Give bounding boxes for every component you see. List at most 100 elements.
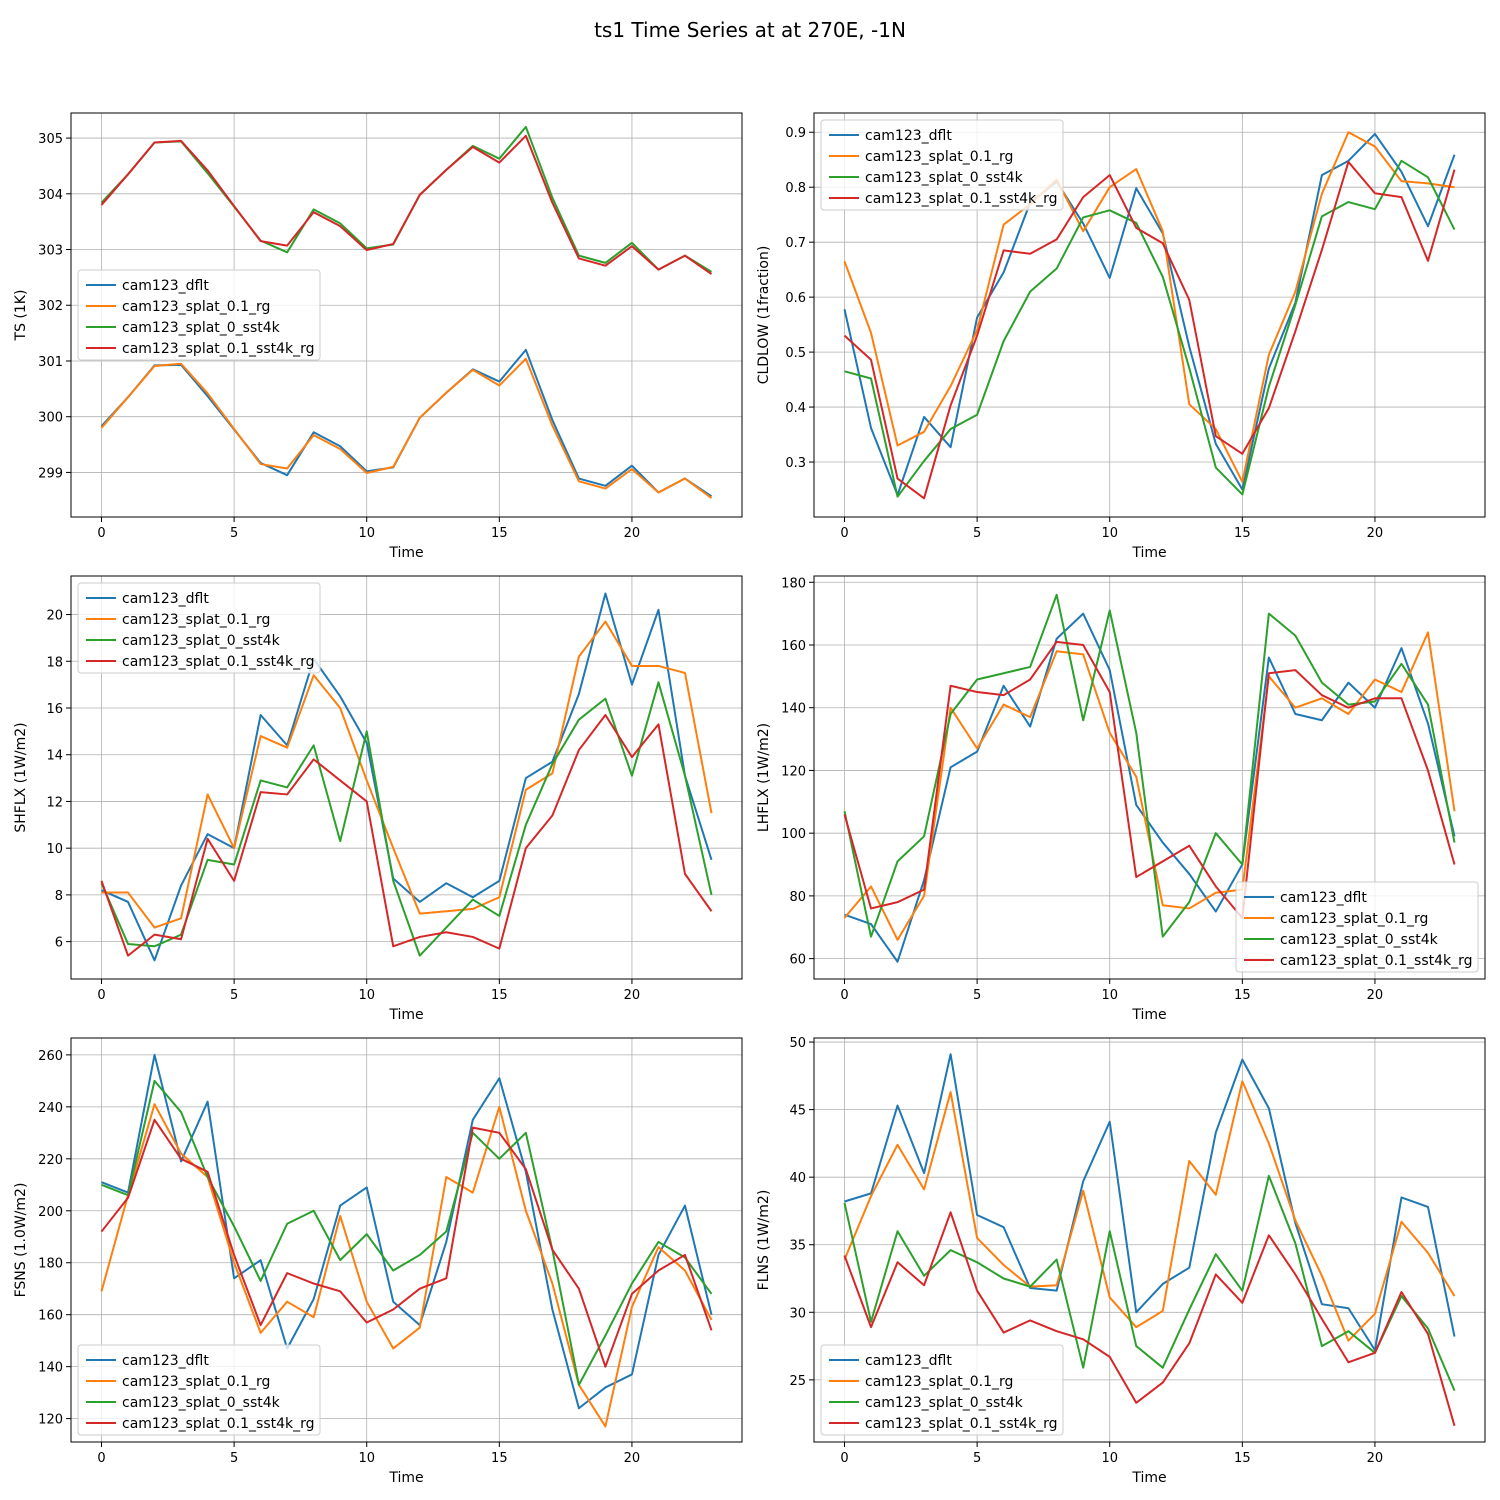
x-tick-label: 20 <box>1367 1451 1384 1466</box>
series-line-cam123_dflt <box>101 1053 713 1410</box>
y-tick-label: 0.6 <box>785 291 806 306</box>
series-line-cam123_dflt <box>844 612 1456 963</box>
y-tick-label: 6 <box>55 936 63 951</box>
y-tick-label: 30 <box>789 1306 806 1321</box>
x-tick-label: 20 <box>1367 988 1384 1003</box>
x-tick-label: 10 <box>358 988 375 1003</box>
x-tick-label: 5 <box>973 988 981 1003</box>
x-tick-label: 5 <box>973 1451 981 1466</box>
x-tick-label: 0 <box>840 526 848 541</box>
series-line-cam123_splat_0.1_sst4k_rg <box>843 1211 1456 1427</box>
x-axis-label: Time <box>1131 1470 1166 1486</box>
series-line-cam123_splat_0_sst4k <box>844 159 1456 498</box>
axes-frame <box>813 575 1486 980</box>
y-tick-label: 14 <box>46 749 63 764</box>
x-tick-label: 10 <box>1101 526 1118 541</box>
legend-box <box>77 269 321 361</box>
legend-label: cam123_splat_0.1_rg <box>122 612 270 628</box>
figure-title: ts1 Time Series at at 270E, -1N <box>594 18 906 42</box>
x-tick-label: 15 <box>1234 1451 1251 1466</box>
series-line-cam123_splat_0.1_rg <box>843 131 1455 483</box>
axes-frame <box>813 112 1486 518</box>
legend: cam123_dflt cam123_splat_0.1_rg cam123_spl… <box>820 1344 1064 1436</box>
axes-frame <box>813 1037 1486 1443</box>
x-tick-label: 20 <box>624 526 641 541</box>
x-axis-label: Time <box>1131 1007 1166 1023</box>
x-tick-label: 5 <box>230 1451 238 1466</box>
legend-label: cam123_splat_0.1_sst4k_rg <box>865 191 1058 207</box>
y-tick-label: 8 <box>55 889 63 904</box>
x-tick-label: 0 <box>97 988 105 1003</box>
subplot-cldlow: 0 5 10 15 20 0.3 0.4 0.5 0.6 0.7 0.8 0.9 Time CLDLOW … <box>756 112 1486 561</box>
legend-label: cam123_dflt <box>865 1353 952 1369</box>
y-tick-label: 260 <box>38 1049 63 1064</box>
x-tick-label: 5 <box>230 526 238 541</box>
y-tick-label: 25 <box>789 1374 806 1389</box>
series-line-cam123_splat_0_sst4k <box>101 1079 713 1386</box>
y-tick-label: 301 <box>38 355 63 370</box>
legend-box <box>1235 881 1479 973</box>
legend: cam123_dflt cam123_splat_0.1_rg cam123_spl… <box>77 582 321 674</box>
legend-box <box>820 119 1064 211</box>
legend-label: cam123_splat_0.1_sst4k_rg <box>122 1416 315 1432</box>
y-tick-label: 20 <box>46 609 63 624</box>
series-line-cam123_splat_0_sst4k <box>843 593 1456 938</box>
series-line-cam123_splat_0.1_rg <box>100 1103 713 1428</box>
series-line-cam123_splat_0.1_sst4k_rg <box>843 160 1456 500</box>
series-line-cam123_splat_0.1_rg <box>843 1080 1456 1342</box>
y-tick-label: 220 <box>38 1153 63 1168</box>
series-line-cam123_splat_0_sst4k <box>843 1174 1456 1392</box>
legend: cam123_dflt cam123_splat_0.1_rg cam123_spl… <box>77 269 321 361</box>
y-tick-label: 0.4 <box>785 401 806 416</box>
y-tick-label: 300 <box>38 411 63 426</box>
subplot-lhflx: 0 5 10 15 20 60 80 100 120 140 160 180 Time LHFLX (1W… <box>756 575 1486 1023</box>
y-tick-label: 0.7 <box>785 236 806 251</box>
x-tick-label: 15 <box>1234 988 1251 1003</box>
y-axis-label: FSNS (1.0W/m2) <box>13 1183 29 1298</box>
x-tick-label: 20 <box>1367 526 1384 541</box>
legend-label: cam123_splat_0_sst4k <box>1280 932 1439 948</box>
x-tick-label: 20 <box>624 988 641 1003</box>
legend-label: cam123_dflt <box>122 1353 209 1369</box>
x-axis-label: Time <box>388 1007 423 1023</box>
y-tick-label: 302 <box>38 299 63 314</box>
y-tick-label: 200 <box>38 1205 63 1220</box>
x-tick-label: 0 <box>97 526 105 541</box>
y-tick-label: 50 <box>789 1036 806 1051</box>
subplot-flns: 0 5 10 15 20 25 30 35 40 45 50 Time FLNS (1W/m2) cam1… <box>756 1036 1486 1486</box>
y-axis-label: SHFLX (1W/m2) <box>13 722 29 832</box>
series-line-cam123_splat_0.1_sst4k_rg <box>843 640 1456 919</box>
x-tick-label: 5 <box>230 988 238 1003</box>
x-tick-label: 0 <box>840 988 848 1003</box>
y-tick-label: 0.8 <box>785 181 806 196</box>
y-tick-label: 0.9 <box>785 126 806 141</box>
series-line-cam123_dflt <box>844 1053 1456 1352</box>
y-axis-label: CLDLOW (1fraction) <box>756 246 772 385</box>
y-tick-label: 60 <box>789 953 806 968</box>
legend: cam123_dflt cam123_splat_0.1_rg cam123_spl… <box>77 1344 321 1436</box>
axes-frame <box>70 112 743 518</box>
x-axis-label: Time <box>388 1470 423 1486</box>
series-line-cam123_splat_0.1_rg <box>101 620 713 929</box>
legend-label: cam123_splat_0_sst4k <box>122 633 281 649</box>
legend: cam123_dflt cam123_splat_0.1_rg cam123_spl… <box>1235 881 1479 973</box>
y-tick-label: 0.3 <box>785 456 806 471</box>
x-axis-label: Time <box>1131 545 1166 561</box>
legend: cam123_dflt cam123_splat_0.1_rg cam123_spl… <box>820 119 1064 211</box>
y-tick-label: 0.5 <box>785 346 806 361</box>
x-axis-label: Time <box>388 545 423 561</box>
legend-label: cam123_splat_0_sst4k <box>122 320 281 336</box>
x-tick-label: 10 <box>358 1451 375 1466</box>
legend-label: cam123_splat_0.1_rg <box>1280 911 1428 927</box>
y-axis-label: TS (1K) <box>13 290 29 342</box>
legend-box <box>77 582 321 674</box>
series-line-cam123_dflt <box>843 132 1456 497</box>
subplot-ts: 0 5 10 15 20 299 300 301 302 303 304 305 Time TS (1K)… <box>13 112 743 561</box>
y-axis-label: LHFLX (1W/m2) <box>756 723 772 832</box>
axes-frame <box>70 1037 743 1443</box>
x-tick-label: 15 <box>491 526 508 541</box>
y-tick-label: 16 <box>46 702 63 717</box>
x-tick-label: 0 <box>97 1451 105 1466</box>
legend-label: cam123_splat_0_sst4k <box>865 1395 1024 1411</box>
